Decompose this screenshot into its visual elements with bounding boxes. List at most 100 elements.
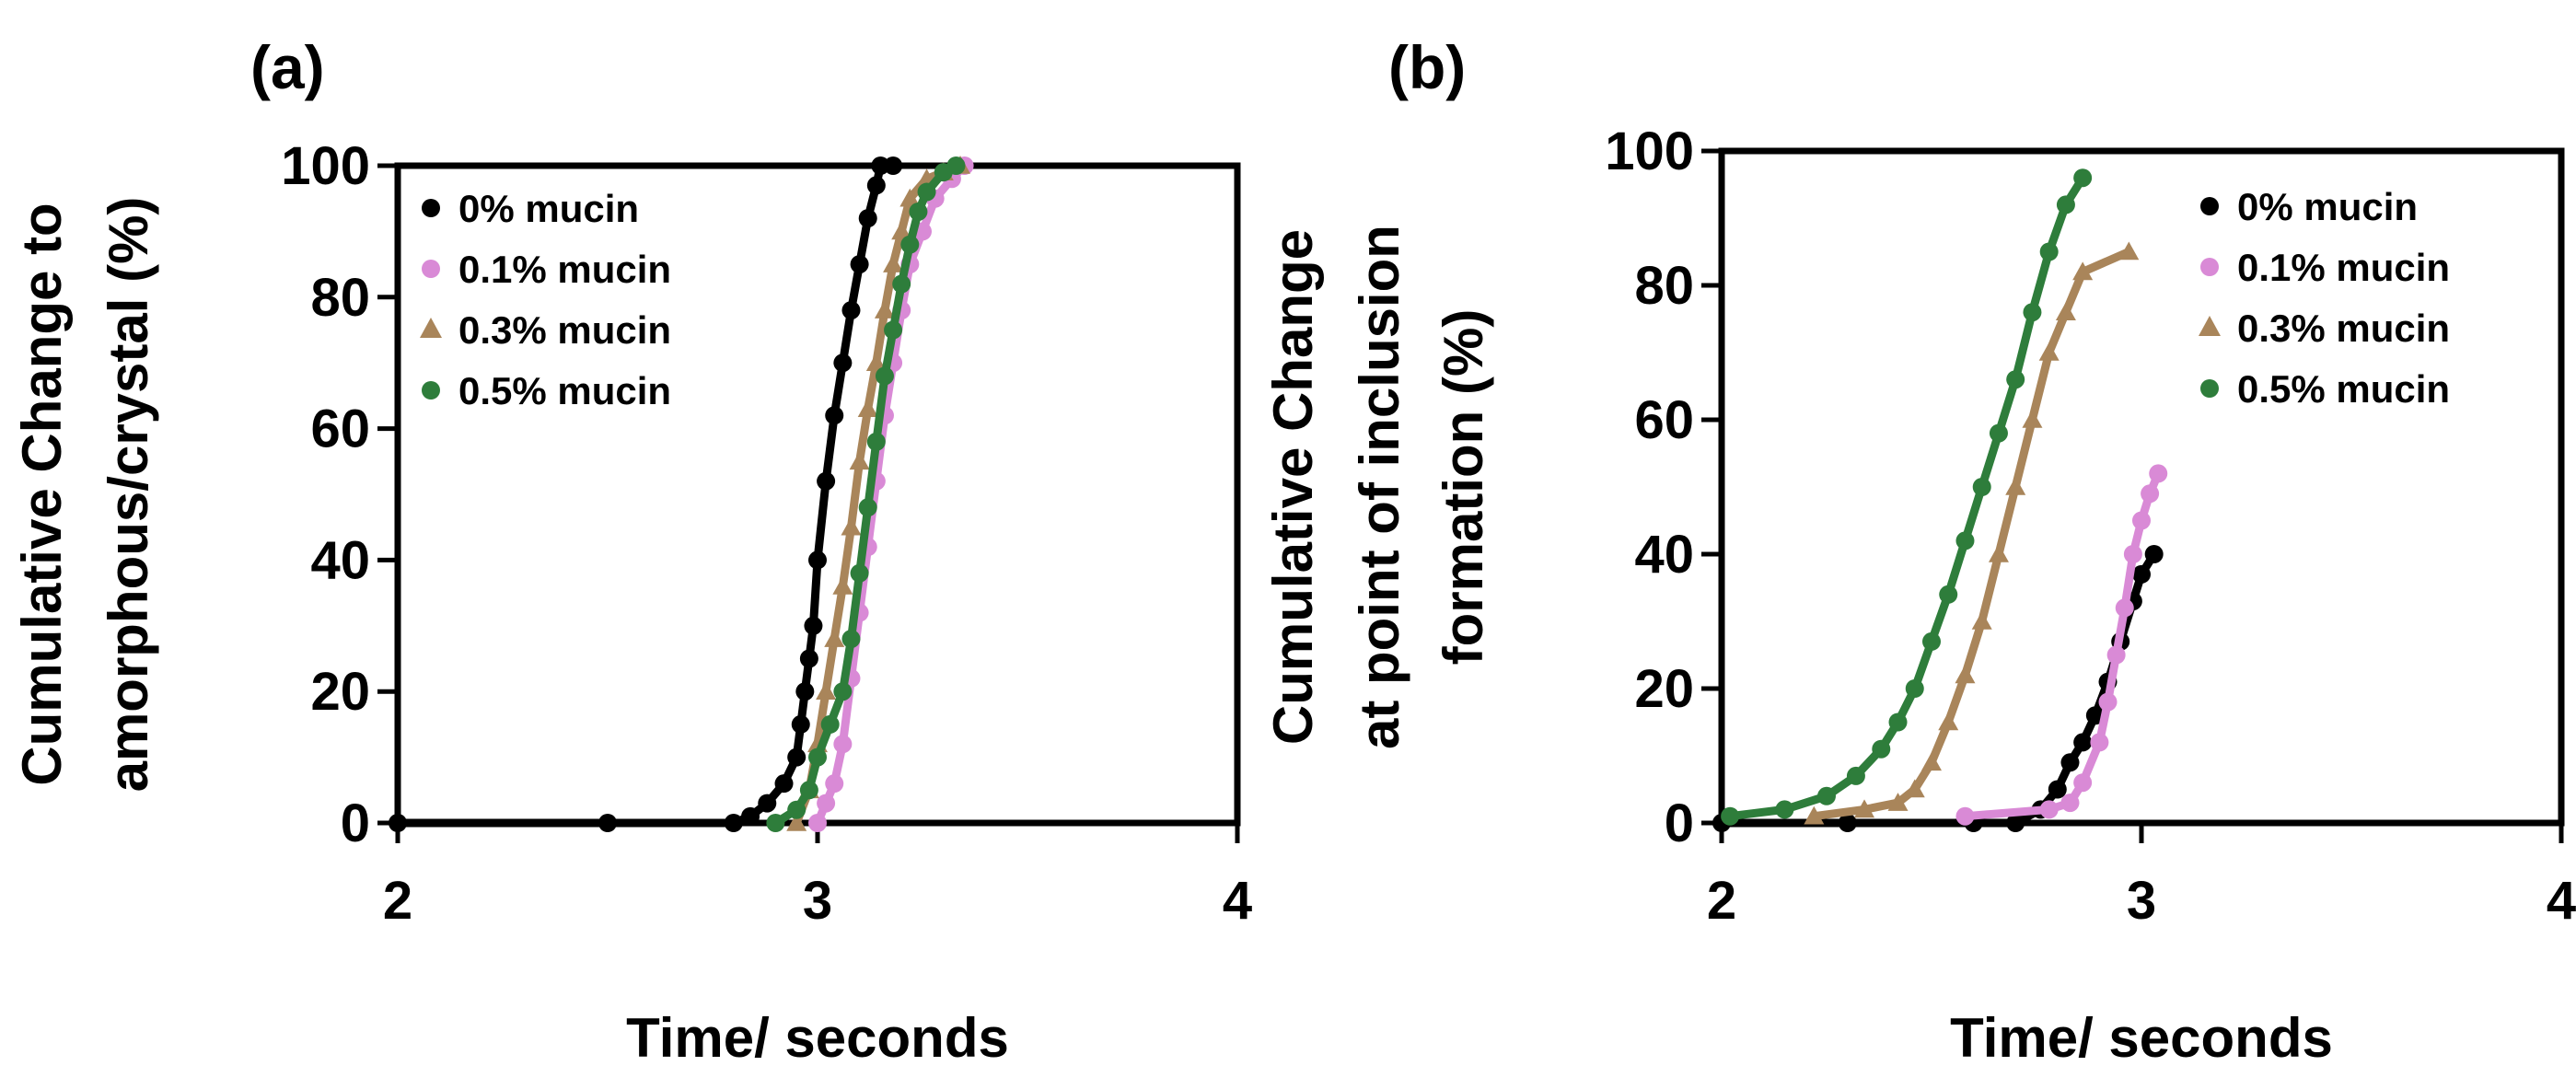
data-point — [850, 255, 869, 274]
y-tick-label: 40 — [310, 530, 370, 590]
data-point — [841, 516, 862, 536]
data-point — [2123, 545, 2142, 563]
data-point — [875, 366, 894, 386]
data-point — [825, 774, 844, 794]
y-tick-label: 100 — [281, 136, 370, 196]
data-point — [1854, 799, 1875, 818]
data-point — [866, 176, 886, 195]
data-point — [2039, 800, 2059, 819]
data-point — [2132, 564, 2151, 584]
data-point — [2106, 645, 2126, 665]
data-point — [2149, 464, 2168, 483]
series-0-mucin — [389, 156, 903, 832]
legend-label: 0% mucin — [2237, 185, 2418, 228]
data-point — [1775, 800, 1794, 819]
data-point — [2060, 753, 2080, 772]
y-tick-label: 0 — [1665, 794, 1694, 853]
data-point — [833, 735, 853, 754]
data-point — [899, 188, 921, 207]
data-point — [817, 471, 836, 491]
legend-marker — [2200, 379, 2219, 398]
x-tick-label: 4 — [1223, 871, 1252, 931]
data-point — [850, 563, 869, 583]
data-point — [808, 814, 827, 832]
panel-b-y-axis-title-line: formation (%) — [1433, 309, 1494, 666]
data-point — [2141, 484, 2160, 504]
data-point — [1721, 806, 1740, 826]
data-point — [858, 498, 877, 517]
panel-b-y-ticks: 0 20 40 60 80 100 — [1605, 122, 1722, 853]
data-point — [2073, 168, 2093, 188]
legend-label: 0.1% mucin — [458, 248, 671, 291]
data-point — [786, 813, 807, 831]
data-point — [787, 800, 806, 819]
legend-label: 0% mucin — [458, 187, 639, 230]
data-point — [758, 794, 777, 813]
data-point — [1955, 531, 1975, 550]
panel-a-y-axis-title-line: Cumulative Change to — [11, 203, 73, 785]
data-point — [2038, 342, 2060, 361]
data-point — [1921, 752, 1942, 771]
y-tick-label: 40 — [1634, 525, 1694, 585]
data-point — [2006, 370, 2025, 389]
data-point — [946, 156, 966, 175]
legend-marker — [2200, 197, 2219, 215]
data-point — [1972, 478, 1991, 496]
data-point — [2056, 195, 2075, 214]
data-point — [825, 406, 844, 425]
data-point — [1905, 679, 1924, 698]
y-tick-label: 80 — [310, 268, 370, 328]
data-point — [2144, 545, 2164, 563]
data-point — [833, 682, 853, 701]
panel-b-x-axis-title: Time/ seconds — [1950, 1007, 2333, 1069]
panel-a-label: (a) — [250, 33, 325, 101]
data-point — [884, 156, 903, 175]
y-tick-label: 0 — [341, 794, 370, 853]
series-0-5-mucin — [1721, 168, 2093, 826]
data-point — [2098, 692, 2118, 712]
panel-a-y-ticks: 0 20 40 60 80 100 — [281, 136, 398, 853]
legend-marker — [2200, 258, 2219, 276]
data-point — [1922, 631, 1941, 651]
panel-a-legend: 0% mucin 0.1% mucin 0.3% mucin 0.5% mucin — [420, 187, 671, 412]
panel-b-legend: 0% mucin 0.1% mucin 0.3% mucin 0.5% mucin — [2199, 185, 2450, 411]
data-point — [857, 399, 878, 417]
data-point — [787, 747, 806, 767]
data-point — [2090, 733, 2109, 752]
data-point — [871, 156, 890, 175]
data-point — [2055, 302, 2076, 320]
series-0-1-mucin — [1955, 464, 2168, 826]
legend-label: 0.5% mucin — [458, 369, 671, 412]
data-point — [892, 274, 911, 294]
legend-marker — [2199, 316, 2221, 336]
panel-b: (b) Cumulative Change at point of inclusi… — [1262, 33, 2576, 1069]
y-tick-label: 100 — [1605, 122, 1694, 181]
data-point — [598, 814, 617, 832]
data-point — [2023, 303, 2042, 322]
panel-b-y-axis-title-line: Cumulative Change — [1262, 229, 1324, 745]
data-point — [866, 432, 886, 451]
legend-marker — [422, 381, 440, 400]
legend-marker — [422, 260, 440, 278]
legend-marker — [422, 199, 440, 217]
x-tick-label: 3 — [2127, 871, 2156, 931]
data-point — [1904, 779, 1925, 798]
data-point — [1888, 712, 1908, 732]
data-point — [909, 202, 928, 221]
data-point — [858, 209, 877, 228]
panel-b-x-ticks: 2 3 4 — [1707, 823, 2576, 931]
y-tick-label: 20 — [1634, 659, 1694, 719]
data-point — [774, 774, 794, 794]
x-tick-label: 4 — [2547, 871, 2576, 931]
data-point — [883, 254, 904, 272]
data-point — [799, 649, 818, 668]
data-point — [2039, 242, 2059, 261]
data-point — [833, 353, 853, 373]
data-point — [389, 814, 407, 832]
panel-a: (a) Cumulative Change to amorphous/crysta… — [11, 33, 1252, 1069]
data-point — [741, 806, 760, 826]
legend-label: 0.5% mucin — [2237, 367, 2450, 411]
y-tick-label: 60 — [1634, 390, 1694, 450]
data-point — [832, 575, 853, 595]
data-point — [849, 451, 870, 470]
